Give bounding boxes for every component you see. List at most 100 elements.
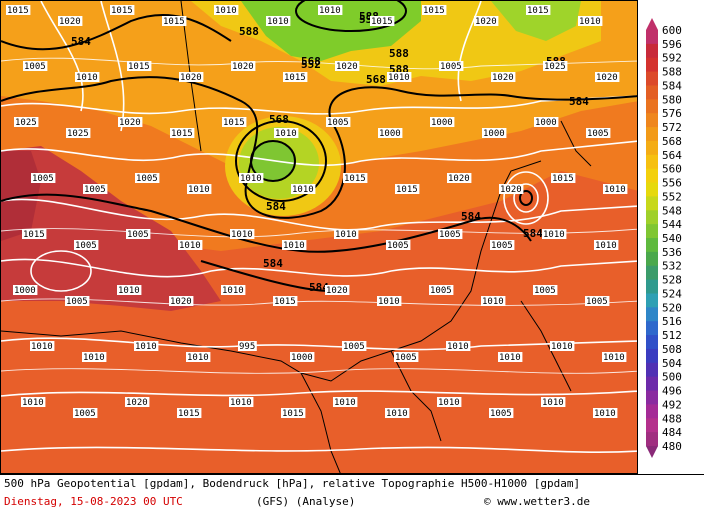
scale-swatch	[646, 168, 658, 184]
scale-swatch	[646, 196, 658, 211]
isobar-label-bg	[22, 229, 47, 239]
isobar-label: 1010	[378, 297, 400, 307]
isobar-label-bg	[447, 173, 472, 183]
isobar-label-bg	[221, 285, 246, 295]
isobar-label: 1015	[371, 17, 393, 27]
isobar-label-bg	[422, 5, 447, 15]
heat-low-west	[1, 146, 221, 311]
scale-swatch	[646, 71, 658, 86]
isobar-label: 1010	[334, 398, 356, 408]
isobar-label: 1005	[491, 241, 513, 251]
isobar-label-bg	[542, 229, 567, 239]
isobar-label: 1025	[15, 118, 37, 128]
scale-tick-label: 500	[662, 371, 682, 384]
scale-swatch	[646, 210, 658, 225]
scale-swatch	[646, 404, 658, 419]
geopotential-label: 568	[269, 113, 289, 126]
geopotential-label: 588	[239, 25, 259, 38]
isobar-label-bg	[526, 5, 551, 15]
scale-tick-label: 576	[662, 107, 682, 120]
scale-tick-label: 544	[662, 218, 682, 231]
scale-swatch	[646, 224, 658, 239]
isobar-label: 1020	[170, 297, 192, 307]
scale-swatch	[646, 293, 658, 308]
isobar-label-bg	[110, 5, 135, 15]
isobar-label-bg	[238, 341, 257, 351]
scale-tick-label: 600	[662, 24, 682, 37]
scale-arrow-down-icon	[646, 446, 658, 458]
isobar-label: 1005	[24, 62, 46, 72]
scale-swatch	[646, 154, 658, 170]
isobar-label: 1015	[111, 6, 133, 16]
isobar-label: 1005	[136, 174, 158, 184]
isobar-label-bg	[229, 397, 254, 407]
isobar-label-bg	[318, 5, 343, 15]
isobar-label: 1010	[594, 409, 616, 419]
isobar-label-bg	[595, 72, 620, 82]
weather-map: 5845885685525685885685845885885845845845…	[0, 0, 638, 474]
isobar-label-bg	[498, 352, 523, 362]
isobar-label: 1010	[438, 398, 460, 408]
isobar-label: 1010	[386, 409, 408, 419]
scale-swatch	[646, 390, 658, 405]
scale-arrow-up-icon	[646, 18, 658, 30]
scale-tick-label: 496	[662, 385, 682, 398]
scale-tick-label: 532	[662, 260, 682, 273]
isobar-label-bg	[283, 72, 308, 82]
isobar-label: 1020	[59, 17, 81, 27]
isobar-label: 1010	[135, 342, 157, 352]
scale-swatch	[646, 30, 658, 45]
isobar-label-bg	[429, 285, 454, 295]
valid-date: Dienstag, 15-08-2023 00 UTC	[4, 495, 183, 508]
isobar-label: 1005	[74, 409, 96, 419]
isobar-label: 1010	[603, 353, 625, 363]
isobar-label-bg	[21, 397, 46, 407]
scale-swatch	[646, 182, 658, 197]
isobar-label: 1010	[240, 174, 262, 184]
map-canvas: 5845885685525685885685845885885845845845…	[1, 1, 637, 473]
isobar-label: 1010	[595, 241, 617, 251]
scale-tick-label: 516	[662, 315, 682, 328]
scale-tick-label: 520	[662, 301, 682, 314]
isobar-label: 1015	[527, 6, 549, 16]
isobar-label-bg	[290, 352, 315, 362]
isobar-label-bg	[489, 408, 514, 418]
isobar-label-bg	[135, 173, 160, 183]
isobar-label-bg	[586, 128, 611, 138]
isobar-label: 1010	[283, 241, 305, 251]
geopotential-label: 584	[569, 95, 589, 108]
isobar-label: 1005	[440, 62, 462, 72]
scale-tick-label: 508	[662, 343, 682, 356]
isobar-label: 1015	[396, 185, 418, 195]
scale-tick-label: 480	[662, 440, 682, 453]
isobar-label-bg	[370, 16, 395, 26]
isobar-label-bg	[30, 341, 55, 351]
isobar-label-bg	[13, 285, 38, 295]
isobar-label: 1010	[275, 129, 297, 139]
isobar-label-bg	[438, 229, 463, 239]
scale-tick-label: 596	[662, 38, 682, 51]
isobar-label: 1015	[128, 62, 150, 72]
isobar-label: 1015	[163, 17, 185, 27]
isobar-label: 1010	[482, 297, 504, 307]
isobar-label-bg	[273, 296, 298, 306]
isobar-label-bg	[65, 296, 90, 306]
isobar-label: 1010	[31, 342, 53, 352]
isobar-label: 1020	[475, 17, 497, 27]
isobar-label-bg	[446, 341, 471, 351]
isobar-label-bg	[274, 128, 299, 138]
isobar-label-bg	[593, 408, 618, 418]
trough-green-ne	[491, 1, 581, 41]
isobar-label: 1020	[119, 118, 141, 128]
scale-swatch	[646, 418, 658, 433]
isobar-label: 1020	[326, 286, 348, 296]
color-scale-canvas: 6005965925885845805765725685645605565525…	[646, 18, 682, 458]
isobar-label-bg	[585, 296, 610, 306]
scale-tick-label: 568	[662, 135, 682, 148]
isobar-label: 1020	[126, 398, 148, 408]
scale-tick-label: 504	[662, 357, 682, 370]
isobar-label-bg	[481, 296, 506, 306]
isobar-label-bg	[377, 296, 402, 306]
isobar-label-bg	[437, 397, 462, 407]
credit-link[interactable]: © www.wetter3.de	[484, 495, 590, 508]
